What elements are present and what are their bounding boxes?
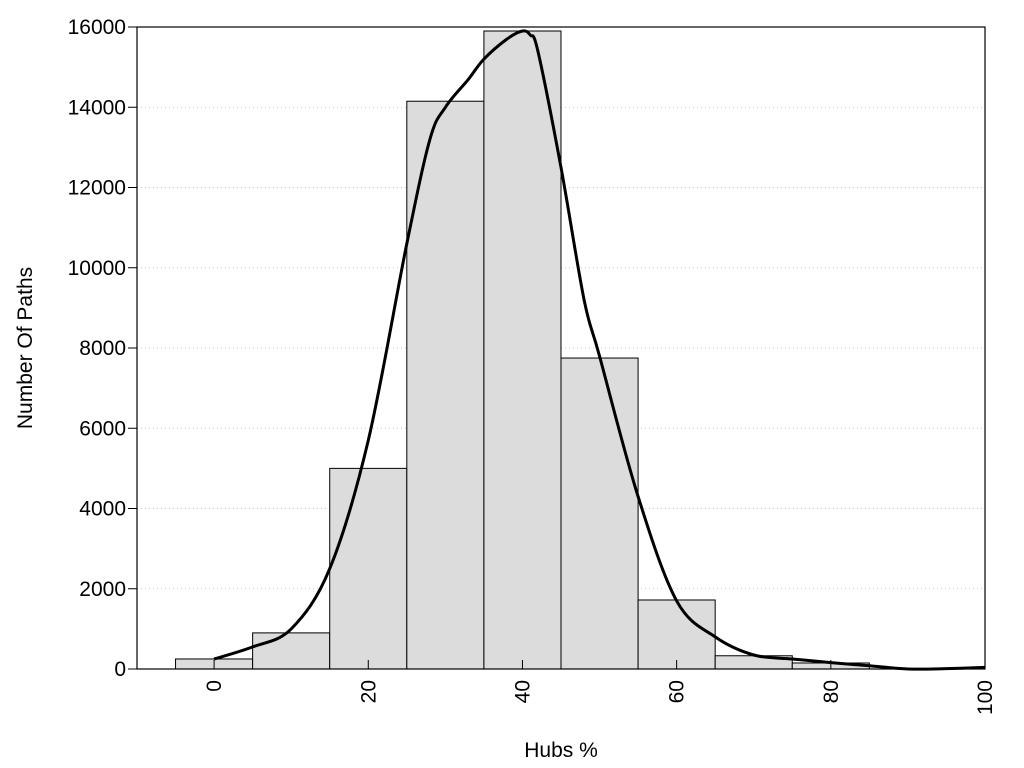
y-tick-label: 10000 [68, 257, 126, 280]
y-tick-label: 6000 [79, 417, 126, 440]
x-tick-label: 20 [357, 680, 380, 703]
x-axis-ticks: 0 20 40 60 80 100 [203, 660, 997, 715]
y-tick-label: 14000 [68, 96, 126, 119]
histogram-bar [406, 100, 485, 670]
histogram-bars [175, 30, 870, 670]
y-tick-label: 16000 [68, 16, 126, 39]
density-curve [213, 29, 986, 671]
histogram-bar [329, 467, 408, 670]
x-tick-label: 0 [203, 680, 226, 692]
x-tick-label: 60 [666, 680, 689, 703]
y-axis-title: Number Of Paths [14, 267, 37, 429]
y-tick-label: 4000 [79, 498, 126, 521]
histogram-bar [560, 357, 639, 670]
y-axis-ticks: 0 2000 4000 6000 8000 10000 12000 14000 16000 [68, 16, 137, 681]
x-tick-label: 80 [820, 680, 843, 703]
x-tick-label: 40 [511, 680, 534, 703]
histogram-bar [252, 632, 331, 670]
density-curve-layer [213, 29, 986, 671]
y-tick-label: 0 [114, 658, 126, 681]
histogram-bar [637, 599, 716, 670]
x-tick-label: 100 [974, 680, 997, 715]
y-tick-label: 2000 [79, 578, 126, 601]
y-tick-label: 8000 [79, 337, 126, 360]
y-tick-label: 12000 [68, 177, 126, 200]
histogram-bar [483, 30, 562, 670]
x-axis-title: Hubs % [524, 739, 598, 762]
